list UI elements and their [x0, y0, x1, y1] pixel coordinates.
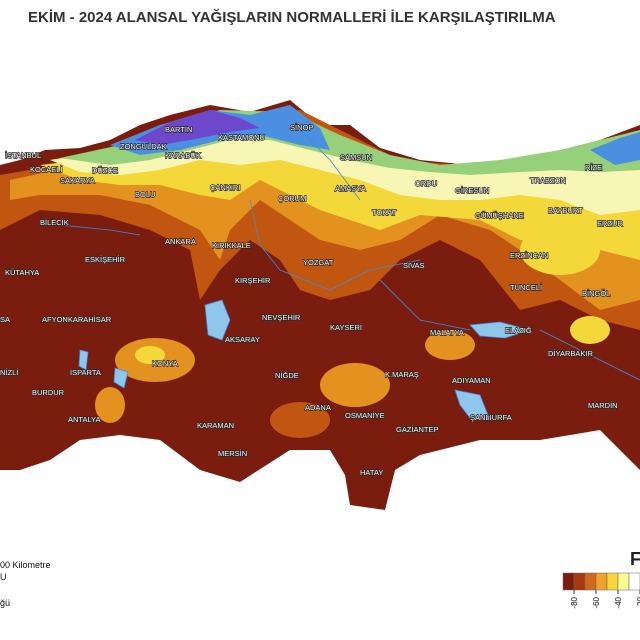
legend-swatch	[573, 572, 586, 591]
legend-swatch	[606, 572, 619, 591]
city-label: AKSARAY	[225, 335, 260, 344]
legend-swatch	[628, 572, 640, 591]
city-label: MERSİN	[218, 449, 247, 458]
city-label: BARTIN	[165, 125, 192, 134]
city-label: SA	[0, 315, 10, 324]
city-label: OSMANİYE	[345, 411, 385, 420]
city-label: SAKARYA	[60, 176, 95, 185]
city-label: NİĞDE	[275, 371, 299, 380]
city-label: AMASYA	[335, 184, 366, 193]
city-label: BİNGÖL	[582, 289, 610, 298]
city-label: MALATYA	[430, 328, 464, 337]
city-label: ORDU	[415, 179, 437, 188]
city-label: KIRIKKALE	[212, 241, 251, 250]
city-label: ISPARTA	[70, 368, 101, 377]
city-label: BAYBURT	[548, 206, 583, 215]
city-label: BİLECİK	[40, 218, 69, 227]
city-label: ERZUR	[597, 219, 623, 228]
legend-swatch	[595, 572, 608, 591]
city-label: SİNOP	[290, 123, 313, 132]
city-label: SAMSUN	[340, 153, 372, 162]
city-label: KARAMAN	[197, 421, 234, 430]
city-label: KASTAMONU	[218, 133, 265, 142]
city-label: ANKARA	[165, 237, 196, 246]
water	[59, 129, 640, 421]
scale-unit: U	[0, 572, 7, 582]
city-label: BURDUR	[32, 388, 65, 397]
city-label: MARDİN	[588, 401, 618, 410]
city-label: KONYA	[152, 359, 178, 368]
land	[0, 100, 640, 510]
city-label: AFYONKARAHİSAR	[42, 315, 112, 324]
city-label: YOZGAT	[303, 258, 334, 267]
city-label: KARABÜK	[165, 151, 201, 160]
city-label: ÇANKIRI	[210, 183, 240, 192]
city-label: HATAY	[360, 468, 383, 477]
legend-swatch	[562, 572, 575, 591]
legend-swatch	[584, 572, 597, 591]
city-label: ESKİŞEHİR	[85, 255, 126, 264]
city-label: KÜTAHYA	[5, 268, 39, 277]
map-title: EKİM - 2024 ALANSAL YAĞIŞLARIN NORMALLER…	[28, 8, 556, 26]
city-label: K.MARAŞ	[385, 370, 419, 379]
legend-swatch	[617, 572, 630, 591]
scale-source: ğü	[0, 598, 10, 608]
legend-tick-label: -60	[592, 596, 601, 608]
scale-distance: 00 Kilometre	[0, 560, 51, 570]
legend: -80-60-40-200	[562, 572, 640, 609]
scale: 00 Kilometre U ğü	[0, 560, 51, 608]
city-label: RİZE	[585, 163, 602, 172]
city-label: TRABZON	[530, 176, 566, 185]
city-label: TUNCELİ	[510, 283, 542, 292]
city-label: ŞANLIURFA	[470, 413, 512, 422]
legend-tick-label: -40	[614, 596, 623, 608]
city-label: NEVŞEHİR	[262, 313, 301, 322]
city-label: DÜZCE	[92, 166, 118, 175]
city-label: ZONGULDAK	[120, 142, 167, 151]
city-label: ADIYAMAN	[452, 376, 491, 385]
city-label: NİZLİ	[0, 368, 18, 377]
city-label: GÜMÜŞHANE	[475, 211, 524, 220]
city-label: ÇORUM	[278, 194, 306, 203]
city-label: ADANA	[305, 403, 331, 412]
legend-tick-label: -20	[636, 596, 640, 608]
city-label: KAYSERİ	[330, 323, 362, 332]
city-label: İSTANBUL	[5, 151, 41, 160]
city-label: ANTALYA	[68, 415, 101, 424]
legend-heading: F	[630, 549, 640, 569]
city-label: KOCAELİ	[30, 165, 63, 174]
legend-tick-label: -80	[570, 596, 579, 608]
city-label: GİRESUN	[455, 186, 489, 195]
city-label: GAZİANTEP	[396, 425, 439, 434]
city-label: BOLU	[135, 190, 155, 199]
city-label: KIRŞEHİR	[235, 276, 271, 285]
city-label: SİVAS	[403, 261, 425, 270]
city-label: ELAZIĞ	[505, 326, 532, 335]
city-label: TOKAT	[372, 208, 397, 217]
city-label: DİYARBAKIR	[548, 349, 593, 358]
city-label: ERZİNCAN	[510, 251, 548, 260]
